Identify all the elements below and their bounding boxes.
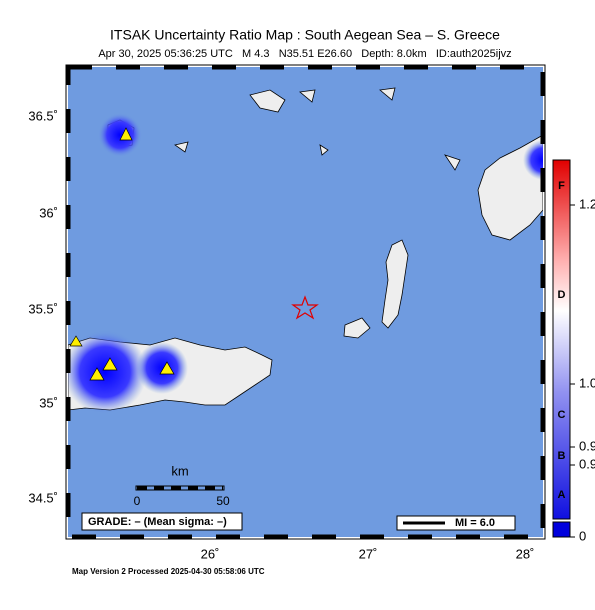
- grade-letter: F: [558, 180, 565, 192]
- station: [69, 127, 175, 381]
- grade-letter: A: [558, 489, 566, 501]
- station-uncertainty: [136, 342, 188, 394]
- footer: Map Version 2 Processed 2025-04-30 05:58…: [72, 567, 265, 576]
- lat-label: 35.5˚: [28, 301, 58, 316]
- grade-box: [81, 512, 243, 531]
- scale-label: 0: [134, 494, 141, 508]
- grade-letter: B: [558, 450, 566, 462]
- frame-ticks: [65, 64, 546, 540]
- lat-label: 35˚: [39, 395, 58, 410]
- small-islands: [174, 87, 461, 171]
- colorbar-tick-label: 0: [579, 528, 586, 543]
- karpathos: [381, 239, 409, 329]
- colorbar: [552, 159, 571, 520]
- lon-label: 28˚: [516, 546, 535, 561]
- legend-box: [396, 515, 516, 531]
- epicenter: [291, 295, 319, 320]
- map-area: [68, 67, 543, 537]
- scale-bar-box: [135, 485, 225, 491]
- lat-label: 34.5˚: [28, 490, 58, 505]
- lon-label: 27˚: [359, 546, 378, 561]
- legend-label: MI = 6.0: [455, 517, 495, 529]
- grade: GRADE: – (Mean sigma: –): [88, 516, 227, 528]
- lon-label: 26˚: [201, 546, 220, 561]
- colorbar-tick-label: 1.0: [579, 375, 595, 390]
- scale-label: 50: [216, 494, 230, 508]
- grade-letter: C: [558, 409, 566, 421]
- colorbar-tick-label: 1.2: [579, 196, 595, 211]
- lat-label: 36.5˚: [28, 108, 58, 123]
- station-uncertainty: [98, 113, 142, 157]
- kasos: [343, 317, 371, 339]
- sea: [68, 67, 543, 537]
- colorbar-tick-label: 0.9: [579, 456, 595, 471]
- lat-label: 36˚: [39, 205, 58, 220]
- station-uncertainty: [68, 330, 147, 414]
- title: ITSAK Uncertainty Ratio Map : South Aege…: [110, 27, 500, 43]
- grade-letter: D: [558, 289, 566, 301]
- subtitle: Apr 30, 2025 05:36:25 UTC M 4.3 N35.51 E…: [98, 48, 511, 60]
- colorbar-under: [552, 521, 571, 538]
- scale-unit: km: [171, 463, 188, 478]
- frame: [65, 64, 546, 540]
- colorbar-tick-label: 0.9: [579, 438, 595, 453]
- station-uncertainty: [523, 140, 543, 180]
